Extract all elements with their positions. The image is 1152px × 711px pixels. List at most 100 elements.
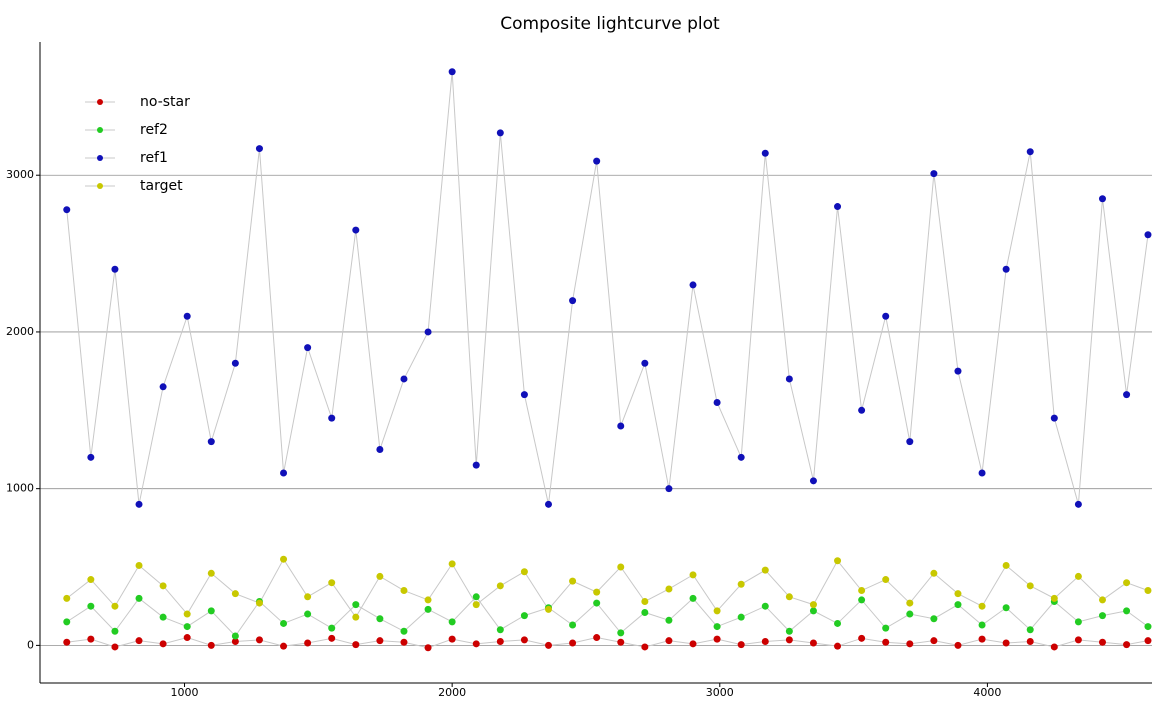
data-point — [1123, 607, 1131, 615]
data-point — [641, 359, 649, 367]
legend-marker — [97, 183, 103, 189]
data-point — [954, 590, 962, 598]
data-point — [400, 375, 408, 383]
data-point — [255, 599, 263, 607]
data-point — [689, 640, 697, 648]
data-point — [328, 634, 336, 642]
x-tick-label: 1000 — [171, 686, 199, 699]
data-point — [834, 557, 842, 565]
data-point — [520, 612, 528, 620]
data-point — [593, 634, 601, 642]
legend-marker — [97, 99, 103, 105]
data-point — [834, 619, 842, 627]
data-point — [520, 636, 528, 644]
data-point — [906, 640, 914, 648]
y-tick-label: 1000 — [6, 482, 34, 495]
data-point — [424, 596, 432, 604]
data-point — [376, 445, 384, 453]
data-point — [280, 642, 288, 650]
data-point — [1123, 579, 1131, 587]
data-point — [569, 621, 577, 629]
data-point — [1074, 618, 1082, 626]
series-line — [66, 71, 1149, 505]
legend-label: ref2 — [140, 122, 168, 138]
data-point — [400, 587, 408, 595]
data-point — [135, 637, 143, 645]
data-point — [280, 619, 288, 627]
data-point — [737, 613, 745, 621]
data-point — [882, 624, 890, 632]
data-point — [737, 453, 745, 461]
data-point — [954, 367, 962, 375]
data-point — [689, 594, 697, 602]
data-point — [617, 638, 625, 646]
data-point — [424, 644, 432, 652]
x-tick-label: 2000 — [438, 686, 466, 699]
series-points — [63, 68, 1152, 652]
data-point — [785, 627, 793, 635]
data-point — [63, 638, 71, 646]
data-point — [761, 566, 769, 574]
data-point — [665, 637, 673, 645]
data-point — [1123, 391, 1131, 399]
data-point — [280, 469, 288, 477]
data-point — [135, 561, 143, 569]
data-point — [930, 170, 938, 178]
data-point — [978, 602, 986, 610]
data-point — [906, 438, 914, 446]
data-point — [978, 635, 986, 643]
data-point — [183, 634, 191, 642]
data-point — [809, 639, 817, 647]
data-point — [231, 637, 239, 645]
data-point — [954, 601, 962, 609]
data-point — [183, 623, 191, 631]
data-point — [858, 406, 866, 414]
data-point — [617, 629, 625, 637]
data-point — [930, 637, 938, 645]
data-point — [617, 422, 625, 430]
data-point — [1002, 561, 1010, 569]
data-point — [87, 576, 95, 584]
data-point — [231, 359, 239, 367]
data-point — [111, 265, 119, 273]
data-point — [737, 580, 745, 588]
data-point — [593, 157, 601, 165]
legend-marker — [97, 155, 103, 161]
data-point — [809, 607, 817, 615]
data-point — [328, 579, 336, 587]
data-point — [809, 477, 817, 485]
data-point — [87, 453, 95, 461]
data-point — [231, 590, 239, 598]
data-point — [472, 461, 480, 469]
data-point — [1050, 414, 1058, 422]
data-point — [1098, 612, 1106, 620]
data-point — [448, 618, 456, 626]
data-point — [785, 636, 793, 644]
data-point — [231, 632, 239, 640]
data-point — [207, 569, 215, 577]
x-tick-label: 3000 — [706, 686, 734, 699]
data-point — [1026, 626, 1034, 634]
data-point — [472, 593, 480, 601]
data-point — [159, 613, 167, 621]
series-line — [66, 558, 1149, 619]
data-point — [1074, 636, 1082, 644]
data-point — [255, 636, 263, 644]
data-point — [87, 602, 95, 610]
data-point — [834, 203, 842, 211]
data-point — [858, 634, 866, 642]
data-point — [1098, 638, 1106, 646]
data-point — [135, 500, 143, 508]
data-point — [641, 608, 649, 616]
data-point — [761, 149, 769, 157]
data-point — [641, 643, 649, 651]
data-point — [1026, 148, 1034, 156]
data-point — [544, 641, 552, 649]
data-point — [761, 602, 769, 610]
data-point — [496, 582, 504, 590]
legend-label: target — [140, 178, 183, 194]
data-point — [424, 605, 432, 613]
data-point — [1002, 265, 1010, 273]
data-point — [882, 638, 890, 646]
data-point — [63, 594, 71, 602]
